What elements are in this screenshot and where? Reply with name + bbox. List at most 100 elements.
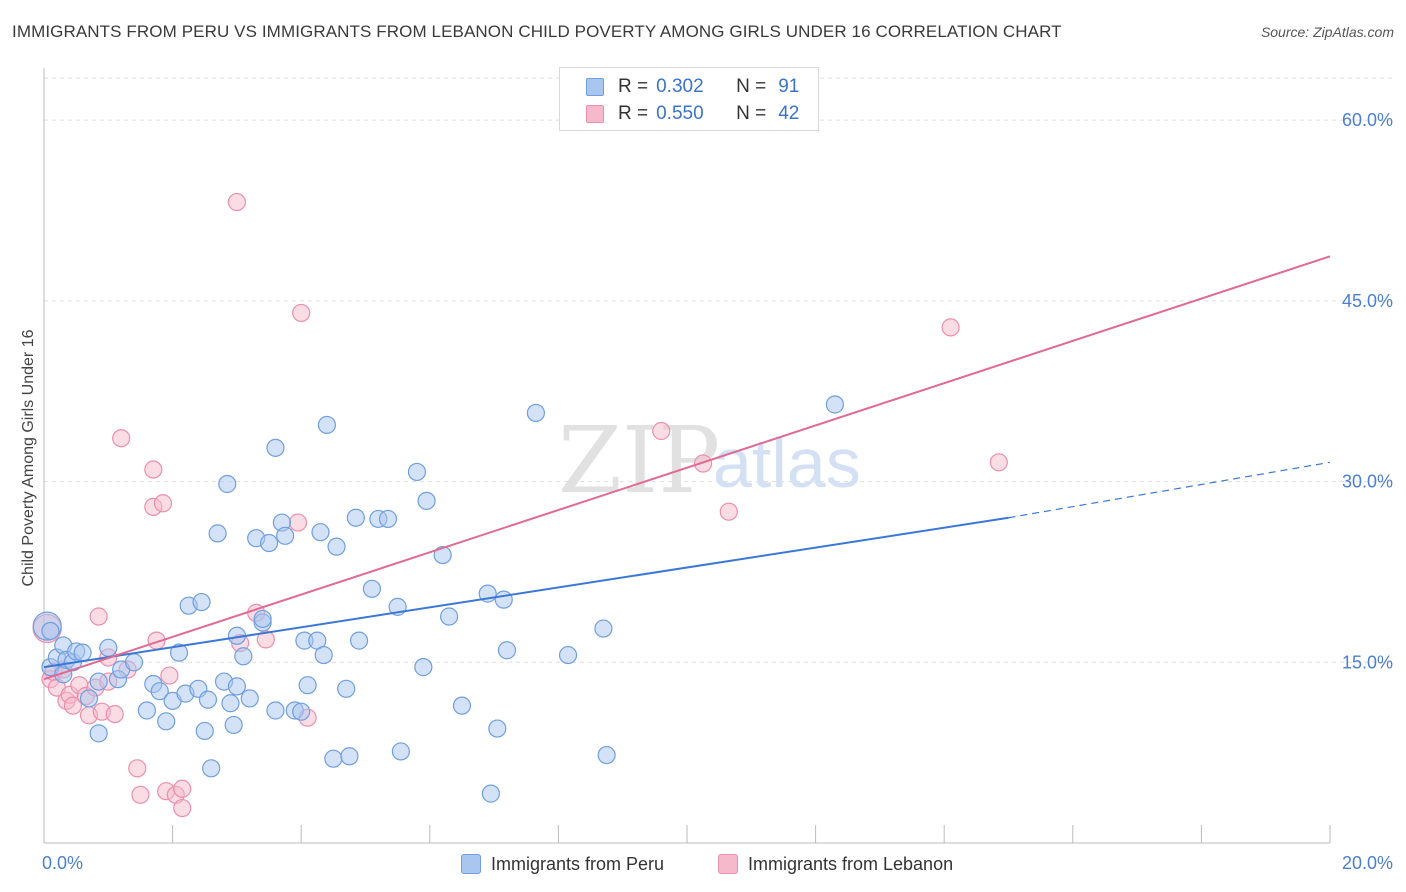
lebanon-point bbox=[173, 779, 192, 798]
axes bbox=[43, 68, 1331, 844]
peru-point bbox=[124, 653, 144, 672]
peru-point bbox=[452, 696, 472, 715]
lebanon-point bbox=[719, 502, 738, 521]
lebanon-point bbox=[160, 666, 179, 685]
peru-point bbox=[208, 524, 227, 543]
bottom-legend-lebanon: Immigrants from Lebanon bbox=[718, 852, 953, 876]
peru-point bbox=[594, 619, 613, 638]
peru-point bbox=[157, 712, 176, 731]
peru-point bbox=[494, 590, 513, 609]
peru-point bbox=[73, 643, 92, 662]
bottom-legend-peru: Immigrants from Peru bbox=[461, 852, 664, 876]
watermark-atlas: atlas bbox=[713, 424, 861, 502]
lebanon-point bbox=[105, 704, 124, 724]
peru-point bbox=[240, 689, 259, 708]
peru-point bbox=[433, 545, 452, 565]
chart-title: IMMIGRANTS FROM PERU VS IMMIGRANTS FROM … bbox=[12, 22, 1062, 41]
peru-point bbox=[89, 672, 108, 691]
peru-point bbox=[346, 508, 365, 527]
peru-point bbox=[192, 592, 211, 612]
lebanon-point bbox=[693, 454, 713, 473]
peru-point bbox=[259, 533, 279, 553]
lebanon-legend-label: Immigrants from Lebanon bbox=[748, 853, 954, 874]
lebanon-point bbox=[131, 785, 150, 804]
peru-point bbox=[137, 701, 156, 720]
legend-r-label: R = bbox=[618, 76, 649, 97]
peru-point bbox=[497, 641, 517, 660]
peru-point bbox=[234, 647, 253, 666]
tick-labels: 15.0% 30.0% 45.0% 60.0% 0.0% 20.0% bbox=[42, 110, 1393, 873]
trendline-lebanon bbox=[43, 255, 1331, 681]
source-credit: Source: ZipAtlas.com bbox=[1260, 24, 1394, 40]
legend-n-label: N = bbox=[736, 76, 767, 97]
lebanon-point bbox=[89, 607, 108, 626]
peru-point bbox=[481, 784, 500, 803]
stats-legend: R = 0.302 N = 91 R = 0.550 N = 42 bbox=[559, 67, 819, 131]
peru-point bbox=[526, 403, 545, 423]
peru-point bbox=[340, 747, 359, 766]
peru-point bbox=[298, 676, 317, 695]
peru-point bbox=[327, 537, 346, 556]
legend-n-value-peru: 91 bbox=[778, 76, 800, 97]
peru-point bbox=[314, 645, 333, 665]
series-lebanon-points bbox=[32, 192, 1008, 818]
series-peru-points bbox=[32, 395, 844, 803]
peru-point bbox=[266, 701, 285, 720]
peru-point bbox=[292, 702, 311, 721]
lebanon-point bbox=[173, 798, 192, 818]
peru-legend-label: Immigrants from Peru bbox=[491, 853, 665, 874]
peru-swatch bbox=[586, 78, 604, 96]
x-tick-label: 20.0% bbox=[1342, 853, 1393, 873]
lebanon-point bbox=[63, 696, 83, 715]
peru-point bbox=[378, 509, 398, 529]
y-tick-label: 15.0% bbox=[1342, 652, 1393, 672]
lebanon-point bbox=[144, 460, 163, 479]
legend-r-label: R = bbox=[618, 103, 649, 124]
peru-point bbox=[349, 631, 369, 650]
peru-point bbox=[439, 607, 459, 626]
x-tick-label: 0.0% bbox=[42, 853, 83, 873]
peru-point bbox=[221, 694, 240, 713]
peru-point bbox=[266, 438, 285, 457]
trendline-peru bbox=[43, 516, 1009, 669]
legend-n-label: N = bbox=[736, 103, 767, 124]
y-tick-label: 60.0% bbox=[1342, 110, 1393, 130]
peru-point bbox=[825, 395, 844, 414]
gridlines bbox=[44, 77, 1394, 663]
peru-point bbox=[407, 462, 427, 482]
legend-n-value-lebanon: 42 bbox=[778, 103, 800, 124]
lebanon-point bbox=[652, 421, 671, 441]
y-tick-label: 30.0% bbox=[1342, 472, 1393, 492]
lebanon-swatch bbox=[586, 105, 604, 123]
legend-r-value-lebanon: 0.550 bbox=[656, 103, 704, 124]
peru-point bbox=[89, 724, 108, 743]
peru-point bbox=[488, 719, 507, 738]
peru-point bbox=[324, 749, 343, 768]
peru-point bbox=[558, 645, 578, 665]
peru-point bbox=[99, 638, 118, 657]
lebanon-point bbox=[227, 192, 246, 212]
watermark: ZIP atlas bbox=[558, 407, 861, 514]
peru-point bbox=[317, 415, 337, 435]
peru-point bbox=[198, 690, 218, 709]
y-axis-label: Child Poverty Among Girls Under 16 bbox=[20, 329, 37, 586]
legend-row-lebanon: R = 0.550 N = 42 bbox=[586, 102, 799, 126]
peru-point bbox=[417, 491, 436, 510]
lebanon-legend-swatch bbox=[718, 854, 738, 874]
peru-point bbox=[41, 621, 60, 641]
y-tick-label: 45.0% bbox=[1342, 291, 1393, 311]
peru-point bbox=[224, 715, 243, 735]
lebanon-point bbox=[989, 453, 1008, 472]
peru-point bbox=[362, 579, 382, 598]
legend-row-peru: R = 0.302 N = 91 bbox=[586, 75, 799, 99]
lebanon-point bbox=[292, 303, 311, 323]
peru-point bbox=[218, 474, 237, 494]
peru-point bbox=[79, 689, 99, 708]
peru-point bbox=[391, 742, 410, 761]
legend-r-value-peru: 0.302 bbox=[656, 76, 704, 97]
peru-point bbox=[597, 745, 616, 765]
peru-point bbox=[227, 677, 246, 696]
lebanon-point bbox=[153, 494, 173, 513]
lebanon-point bbox=[128, 759, 147, 778]
